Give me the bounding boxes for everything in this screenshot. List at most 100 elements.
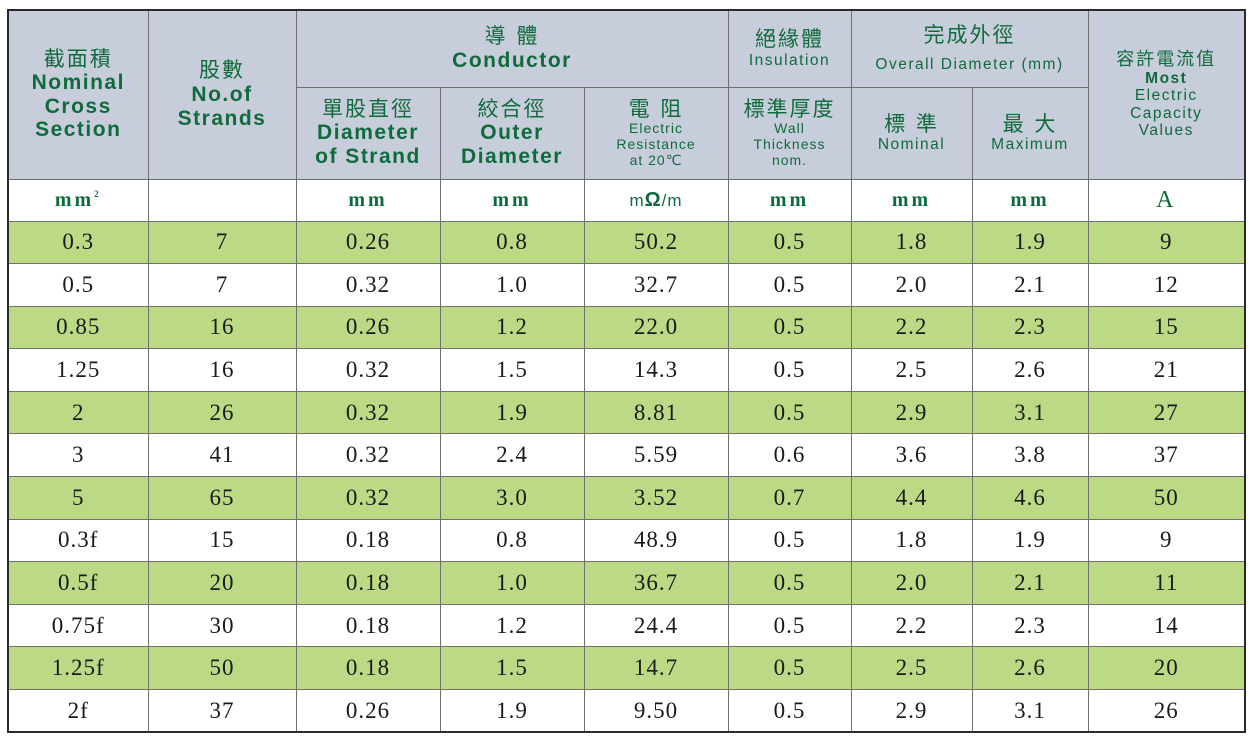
cell-overall-maximum: 1.9	[971, 518, 1089, 563]
header-capacity-zh: 容許電流值	[1116, 48, 1217, 70]
cell-overall-nominal: 4.4	[850, 476, 973, 520]
header-maximum-zh: 最 大	[1002, 111, 1058, 136]
header-conductor: 導 體 Conductor	[295, 9, 729, 88]
cell-overall-nominal: 2.0	[850, 561, 973, 605]
cell-overall-maximum: 2.6	[971, 348, 1089, 392]
cell-cross-section: 1.25	[7, 348, 149, 392]
header-strand-dia-zh: 單股直徑	[322, 96, 414, 121]
header-capacity: 容許電流值 Most Electric Capacity Values	[1087, 9, 1246, 180]
header-cross-section: 截面積 Nominal Cross Section	[7, 9, 149, 180]
header-cross-en-2: Cross	[44, 94, 112, 118]
cell-wall-thickness: 0.5	[727, 561, 852, 605]
cell-outer-diameter: 1.5	[439, 646, 585, 691]
cell-strands: 16	[147, 348, 297, 392]
table-row: 0.85 16 0.26 1.2 22.0 0.5 2.2 2.3 15	[7, 305, 1246, 350]
cell-strands: 37	[147, 689, 297, 733]
cell-strand-diameter: 0.32	[295, 433, 441, 478]
cell-strand-diameter: 0.18	[295, 518, 441, 563]
cell-outer-diameter: 1.2	[439, 603, 585, 648]
cell-capacity: 9	[1087, 220, 1246, 265]
cell-cross-section: 0.3f	[7, 518, 149, 563]
cell-overall-maximum: 2.1	[971, 561, 1089, 605]
header-conductor-en: Conductor	[452, 48, 572, 72]
header-wall-en-1: Wall	[774, 120, 805, 137]
cell-outer-diameter: 1.0	[439, 561, 585, 605]
cell-cross-section: 0.75f	[7, 603, 149, 648]
header-maximum-en: Maximum	[991, 136, 1069, 154]
unit-cross: mm2	[7, 178, 149, 222]
table-row: 0.5f 20 0.18 1.0 36.7 0.5 2.0 2.1 11	[7, 561, 1246, 605]
header-capacity-en-3: Capacity	[1130, 104, 1203, 122]
header-nominal-zh: 標 準	[884, 111, 939, 136]
cell-outer-diameter: 1.0	[439, 263, 585, 307]
unit-resistance-suffix: /m	[661, 190, 683, 210]
cell-strand-diameter: 0.26	[295, 305, 441, 350]
cell-resistance: 24.4	[583, 603, 729, 648]
header-strands-en-2: Strands	[177, 106, 267, 130]
unit-capacity: A	[1087, 178, 1246, 222]
cell-strand-diameter: 0.32	[295, 476, 441, 520]
cell-overall-maximum: 2.3	[971, 603, 1089, 648]
cell-cross-section: 1.25f	[7, 646, 149, 691]
cell-cross-section: 2	[7, 390, 149, 435]
cell-capacity: 21	[1087, 348, 1246, 392]
cell-outer-diameter: 3.0	[439, 476, 585, 520]
header-strand-dia-en-1: Diameter	[317, 121, 419, 145]
unit-resistance-prefix: m	[629, 190, 645, 210]
header-insulation: 絕緣體 Insulation	[727, 9, 852, 88]
table-row: 2 26 0.32 1.9 8.81 0.5 2.9 3.1 27	[7, 390, 1246, 435]
cell-resistance: 3.52	[583, 476, 729, 520]
table-row: 2f 37 0.26 1.9 9.50 0.5 2.9 3.1 26	[7, 689, 1246, 733]
cell-capacity: 11	[1087, 561, 1246, 605]
cell-cross-section: 0.3	[7, 220, 149, 265]
cell-overall-nominal: 2.9	[850, 390, 973, 435]
table-row: 0.3f 15 0.18 0.8 48.9 0.5 1.8 1.9 9	[7, 518, 1246, 563]
cell-cross-section: 5	[7, 476, 149, 520]
header-strands: 股數 No.of Strands	[147, 9, 297, 180]
cell-strands: 26	[147, 390, 297, 435]
cell-capacity: 20	[1087, 646, 1246, 691]
cell-wall-thickness: 0.6	[727, 433, 852, 478]
cell-cross-section: 0.5	[7, 263, 149, 307]
cell-cross-section: 2f	[7, 689, 149, 733]
header-resistance-zh: 電 阻	[628, 96, 684, 121]
header-outer-dia-en-1: Outer	[480, 121, 544, 145]
cell-overall-nominal: 2.2	[850, 603, 973, 648]
unit-strands	[147, 178, 297, 222]
cell-overall-nominal: 1.8	[850, 220, 973, 265]
cell-overall-nominal: 2.5	[850, 646, 973, 691]
header-wall-thickness: 標準厚度 Wall Thickness nom.	[727, 86, 852, 180]
table-row: 3 41 0.32 2.4 5.59 0.6 3.6 3.8 37	[7, 433, 1246, 478]
header-outer-dia-en-2: Diameter	[461, 144, 563, 168]
cell-strand-diameter: 0.32	[295, 263, 441, 307]
cell-overall-maximum: 4.6	[971, 476, 1089, 520]
unit-cross-sup: 2	[94, 188, 102, 199]
cell-outer-diameter: 0.8	[439, 220, 585, 265]
header-conductor-zh: 導 體	[484, 24, 540, 49]
cell-cross-section: 0.85	[7, 305, 149, 350]
table-row: 0.5 7 0.32 1.0 32.7 0.5 2.0 2.1 12	[7, 263, 1246, 307]
cell-resistance: 32.7	[583, 263, 729, 307]
cell-wall-thickness: 0.5	[727, 646, 852, 691]
header-strand-dia-en-2: of Strand	[315, 144, 421, 168]
cell-overall-maximum: 2.3	[971, 305, 1089, 350]
cell-overall-maximum: 2.1	[971, 263, 1089, 307]
header-cross-zh: 截面積	[43, 46, 113, 71]
cell-strands: 65	[147, 476, 297, 520]
header-resistance-en-1: Electric	[629, 120, 683, 137]
cell-outer-diameter: 0.8	[439, 518, 585, 563]
table-body: mm2 mm mm mΩ/m mm mm mm A 0.3 7 0.26 0.8 50.…	[7, 178, 1246, 733]
cell-cross-section: 0.5f	[7, 561, 149, 605]
table-row: 1.25 16 0.32 1.5 14.3 0.5 2.5 2.6 21	[7, 348, 1246, 392]
header-overall-zh: 完成外徑	[923, 23, 1016, 48]
cell-resistance: 22.0	[583, 305, 729, 350]
cell-resistance: 5.59	[583, 433, 729, 478]
cell-capacity: 14	[1087, 603, 1246, 648]
cell-overall-nominal: 2.2	[850, 305, 973, 350]
cell-strands: 41	[147, 433, 297, 478]
header-overall-en: Overall Diameter (mm)	[875, 55, 1064, 73]
cell-strands: 15	[147, 518, 297, 563]
cell-overall-maximum: 3.8	[971, 433, 1089, 478]
header-resistance-en-3: at 20℃	[629, 151, 683, 168]
unit-nominal: mm	[850, 178, 973, 222]
